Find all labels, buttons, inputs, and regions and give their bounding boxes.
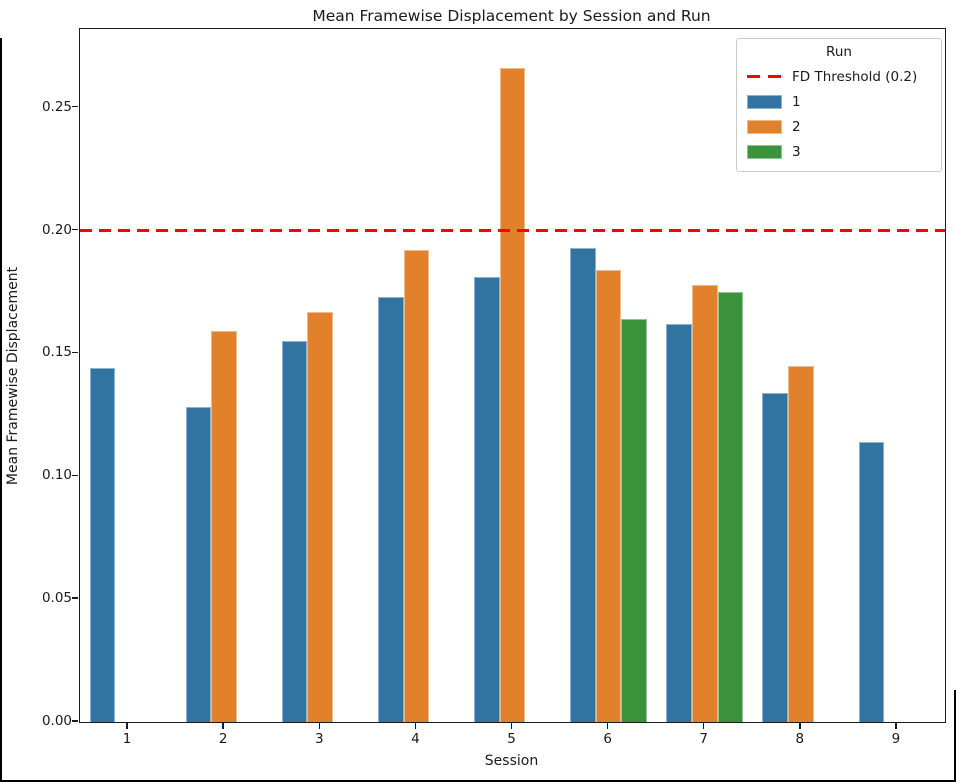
bar-session-6-run-2 xyxy=(595,269,622,722)
x-tick-mark xyxy=(126,722,128,729)
x-tick-label: 2 xyxy=(218,731,228,747)
y-tick-label: 0.10 xyxy=(41,467,72,484)
x-tick-mark xyxy=(606,722,609,729)
x-tick-mark xyxy=(703,722,705,729)
legend-entry-run-3: 3 xyxy=(747,139,931,164)
y-tick-mark xyxy=(72,105,78,108)
legend-swatch-icon xyxy=(747,144,782,159)
legend-entry-label: 1 xyxy=(792,93,801,110)
bar-session-8-run-1 xyxy=(762,392,788,722)
bar-session-3-run-1 xyxy=(281,341,308,722)
x-tick-label: 7 xyxy=(699,731,709,747)
legend-entry-threshold: FD Threshold (0.2) xyxy=(747,64,931,89)
legend-entry-run-1: 1 xyxy=(747,89,931,114)
bar-session-5-run-1 xyxy=(474,277,500,722)
y-tick-label: 0.20 xyxy=(41,221,72,238)
bar-session-6-run-1 xyxy=(570,247,596,722)
x-tick-mark xyxy=(318,722,320,729)
x-tick-label: 4 xyxy=(411,731,420,747)
y-tick-label: 0.15 xyxy=(41,344,72,361)
window-border-right xyxy=(954,690,956,782)
bar-session-9-run-1 xyxy=(858,441,885,722)
bar-session-6-run-3 xyxy=(621,318,648,722)
y-tick-label: 0.25 xyxy=(41,98,72,115)
x-tick-label: 1 xyxy=(122,731,132,747)
legend-entry-label: 3 xyxy=(792,143,801,160)
y-tick-mark xyxy=(72,597,78,599)
bar-session-3-run-2 xyxy=(307,311,334,722)
y-tick-mark xyxy=(72,720,78,722)
bar-session-7-run-2 xyxy=(691,284,718,722)
bar-session-1-run-1 xyxy=(89,368,116,722)
x-tick-mark xyxy=(222,722,224,729)
bar-session-2-run-2 xyxy=(211,331,237,722)
x-tick-label: 3 xyxy=(314,731,324,747)
fd-threshold-line xyxy=(80,229,945,232)
y-tick-label: 0.00 xyxy=(41,713,72,729)
legend-entry-run-2: 2 xyxy=(747,114,931,139)
y-tick-mark xyxy=(72,474,78,476)
x-tick-mark xyxy=(799,722,801,729)
legend-entry-label: FD Threshold (0.2) xyxy=(792,68,918,85)
bar-session-5-run-2 xyxy=(499,68,526,722)
y-tick-label: 0.05 xyxy=(41,590,72,607)
legend-title: Run xyxy=(826,44,852,60)
legend-entry-label: 2 xyxy=(792,118,801,135)
legend-swatch-icon xyxy=(747,94,782,109)
bar-session-8-run-2 xyxy=(788,365,814,722)
bar-session-7-run-3 xyxy=(717,291,744,722)
x-tick-mark xyxy=(510,722,513,729)
y-tick-mark xyxy=(72,228,78,231)
bar-session-2-run-1 xyxy=(185,407,212,722)
chart-title: Mean Framewise Displacement by Session a… xyxy=(312,7,711,25)
x-tick-label: 8 xyxy=(795,731,805,747)
bar-session-4-run-2 xyxy=(403,250,430,722)
window-border-left xyxy=(0,38,2,782)
bar-session-7-run-1 xyxy=(666,323,692,722)
x-axis-label: Session xyxy=(484,753,539,769)
y-axis-label: Mean Framewise Displacement xyxy=(5,266,21,486)
x-tick-mark xyxy=(895,722,897,729)
bar-session-4-run-1 xyxy=(377,296,404,722)
x-tick-label: 5 xyxy=(507,731,516,747)
legend-swatch-icon xyxy=(747,119,782,134)
legend: Run FD Threshold (0.2) 1 2 3 xyxy=(736,38,942,172)
x-tick-mark xyxy=(414,722,417,729)
window-border-bottom xyxy=(0,780,956,782)
x-tick-label: 6 xyxy=(603,731,612,747)
threshold-dashed-line-icon xyxy=(747,75,782,78)
x-tick-label: 9 xyxy=(891,731,901,747)
y-tick-mark xyxy=(72,351,78,354)
